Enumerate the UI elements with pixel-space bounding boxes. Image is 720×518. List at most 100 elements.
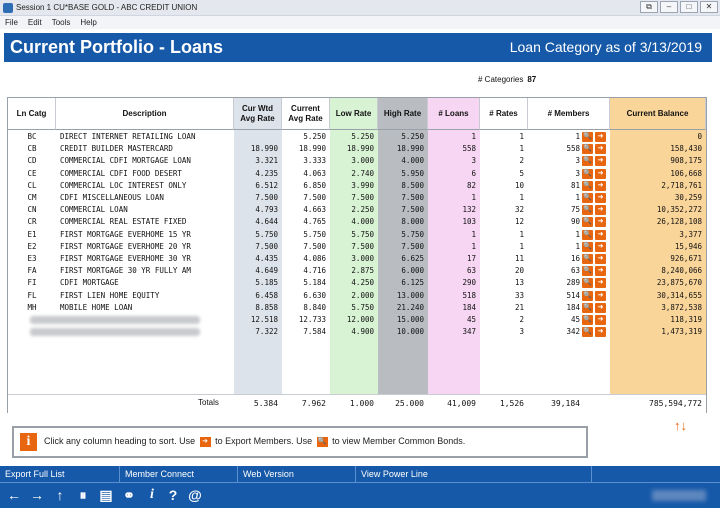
table-row[interactable]: CM CDFI MISCELLANEOUS LOAN 7.500 7.500 7.500… (8, 192, 706, 204)
export-members-icon[interactable]: ➜ (595, 241, 606, 252)
column-header-avg[interactable]: Current Avg Rate (282, 98, 330, 130)
window-title: Session 1 CU*BASE GOLD - ABC CREDIT UNIO… (16, 3, 198, 12)
export-members-icon[interactable]: ➜ (595, 254, 606, 264)
export-members-icon[interactable]: ➜ (595, 193, 606, 203)
column-header-members[interactable]: # Members (528, 98, 610, 130)
cell-desc: MOBILE HOME LOAN (60, 302, 133, 312)
magnify-icon[interactable]: 🔍 (582, 278, 593, 289)
export-members-icon[interactable]: ➜ (595, 302, 606, 313)
at-sign-icon[interactable]: @ (188, 487, 202, 503)
table-row[interactable]: E1 FIRST MORTGAGE EVERHOME 15 YR 5.750 5.75… (8, 229, 706, 241)
cell-wtd: 4.793 (255, 205, 278, 215)
magnify-icon[interactable]: 🔍 (582, 327, 593, 338)
export-members-icon[interactable]: ➜ (595, 144, 606, 155)
column-header-desc[interactable]: Description (56, 98, 234, 130)
magnify-icon[interactable]: 🔍 (582, 241, 593, 252)
cell-rates: 11 (514, 254, 524, 263)
table-row[interactable]: E3 FIRST MORTGAGE EVERHOME 30 YR 4.435 4.08… (8, 253, 706, 265)
magnify-icon[interactable]: 🔍 (582, 217, 593, 228)
column-header-high[interactable]: High Rate (378, 98, 428, 130)
table-row[interactable]: BC DIRECT INTERNET RETAILING LOAN 5.250 5.2… (8, 131, 706, 143)
cell-desc: CDFI MORTGAGE (60, 278, 119, 288)
column-header-rates[interactable]: # Rates (480, 98, 528, 130)
restore-icon[interactable]: ⧉ (640, 1, 658, 13)
table-row[interactable]: CB CREDIT BUILDER MASTERCARD 18.990 18.990 1… (8, 143, 706, 155)
total-members: 39,184 (528, 398, 580, 412)
magnify-icon[interactable]: 🔍 (582, 290, 593, 301)
column-header-balance[interactable]: Current Balance (610, 98, 706, 130)
cell-balance: 10,352,272 (656, 205, 702, 215)
print-icon[interactable]: ▤ (99, 487, 113, 503)
export-members-icon[interactable]: ➜ (595, 168, 606, 179)
column-header-catg[interactable]: Ln Catg (8, 98, 56, 130)
table-row[interactable]: 7.322 7.584 4.900 10.000 347 3 342 1,473,319 🔍 ➜ (8, 326, 706, 338)
column-header-wtd[interactable]: Cur Wtd Avg Rate (234, 98, 282, 130)
cell-desc: COMMERCIAL LOAN (60, 205, 128, 215)
magnify-icon[interactable]: 🔍 (582, 132, 593, 142)
table-row[interactable]: 12.518 12.733 12.000 15.000 45 2 45 118,319 🔍 ➜ (8, 314, 706, 326)
table-row[interactable]: CE COMMERCIAL CDFI FOOD DESERT 4.235 4.063 2… (8, 168, 706, 180)
export-members-icon[interactable]: ➜ (595, 217, 606, 228)
export-full-list-link[interactable]: Export Full List (0, 466, 120, 482)
forward-arrow-icon[interactable]: → (30, 487, 44, 503)
magnify-icon[interactable]: 🔍 (582, 205, 593, 216)
column-header-loans[interactable]: # Loans (428, 98, 480, 130)
table-row[interactable]: CR COMMERCIAL REAL ESTATE FIXED 4.644 4.765… (8, 216, 706, 228)
magnify-icon[interactable]: 🔍 (582, 144, 593, 155)
help-icon[interactable]: ? (168, 487, 178, 503)
export-members-icon[interactable]: ➜ (595, 278, 606, 289)
minimize-icon[interactable]: – (660, 1, 678, 13)
back-arrow-icon[interactable]: ← (7, 487, 21, 503)
table-row[interactable]: CD COMMERCIAL CDFI MORTGAGE LOAN 3.321 3.33… (8, 155, 706, 167)
table-row[interactable]: E2 FIRST MORTGAGE EVERHOME 20 YR 7.500 7.50… (8, 241, 706, 253)
cell-high: 7.500 (401, 205, 424, 215)
cell-avg: 12.733 (298, 315, 326, 324)
export-members-icon[interactable]: ➜ (595, 327, 606, 338)
table-row[interactable]: CN COMMERCIAL LOAN 4.793 4.663 2.250 7.500 132… (8, 204, 706, 216)
table-row[interactable]: FA FIRST MORTGAGE 30 YR FULLY AM 4.649 4.71… (8, 265, 706, 277)
magnify-icon[interactable]: 🔍 (582, 302, 593, 313)
menu-file[interactable]: File (5, 18, 18, 27)
export-members-icon[interactable]: ➜ (595, 266, 606, 277)
table-row[interactable]: MH MOBILE HOME LOAN 8.858 8.840 5.750 21.240 1… (8, 302, 706, 314)
menu-help[interactable]: Help (80, 18, 97, 27)
export-members-icon[interactable]: ➜ (595, 205, 606, 216)
cell-loans: 347 (462, 327, 476, 337)
close-icon[interactable]: ✕ (700, 1, 718, 13)
sort-arrows-icon[interactable]: ↑↓ (674, 418, 687, 433)
magnify-icon[interactable]: 🔍 (582, 254, 593, 264)
cell-avg: 6.630 (303, 290, 326, 300)
menu-edit[interactable]: Edit (27, 18, 42, 27)
magnify-icon[interactable]: 🔍 (582, 180, 593, 191)
link-icon[interactable]: ⚭ (123, 487, 135, 503)
export-members-icon[interactable]: ➜ (595, 315, 606, 325)
magnify-icon[interactable]: 🔍 (582, 315, 593, 325)
table-row[interactable]: CL COMMERCIAL LOC INTEREST ONLY 6.512 6.850… (8, 180, 706, 192)
maximize-icon[interactable]: □ (680, 1, 698, 13)
member-connect-link[interactable]: Member Connect (120, 466, 238, 482)
info-text: Click any column heading to sort. Use ➜ … (44, 436, 465, 447)
view-power-line-link[interactable]: View Power Line (356, 466, 592, 482)
cell-wtd: 12.518 (250, 315, 278, 324)
cell-desc: FIRST MORTGAGE EVERHOME 30 YR (60, 254, 191, 263)
export-members-icon[interactable]: ➜ (595, 290, 606, 301)
magnify-icon[interactable]: 🔍 (582, 193, 593, 203)
column-bg-balance (610, 98, 706, 412)
menu-tools[interactable]: Tools (51, 18, 71, 27)
export-members-icon[interactable]: ➜ (595, 229, 606, 240)
magnify-icon[interactable]: 🔍 (582, 266, 593, 277)
export-members-icon[interactable]: ➜ (595, 180, 606, 191)
up-arrow-icon[interactable]: ↑ (56, 487, 64, 503)
cell-rates: 1 (519, 229, 524, 239)
pause-icon[interactable]: ⏸ (79, 487, 87, 503)
export-members-icon[interactable]: ➜ (595, 132, 606, 142)
table-row[interactable]: FL FIRST LIEN HOME EQUITY 6.458 6.630 2.000 1… (8, 290, 706, 302)
info-toolbar-icon[interactable]: i (150, 487, 154, 502)
magnify-icon[interactable]: 🔍 (582, 156, 593, 167)
magnify-icon[interactable]: 🔍 (582, 168, 593, 179)
export-members-icon[interactable]: ➜ (595, 156, 606, 167)
web-version-link[interactable]: Web Version (238, 466, 356, 482)
table-row[interactable]: FI CDFI MORTGAGE 5.185 5.184 4.250 6.125 290 13… (8, 277, 706, 289)
magnify-icon[interactable]: 🔍 (582, 229, 593, 240)
column-header-low[interactable]: Low Rate (330, 98, 378, 130)
